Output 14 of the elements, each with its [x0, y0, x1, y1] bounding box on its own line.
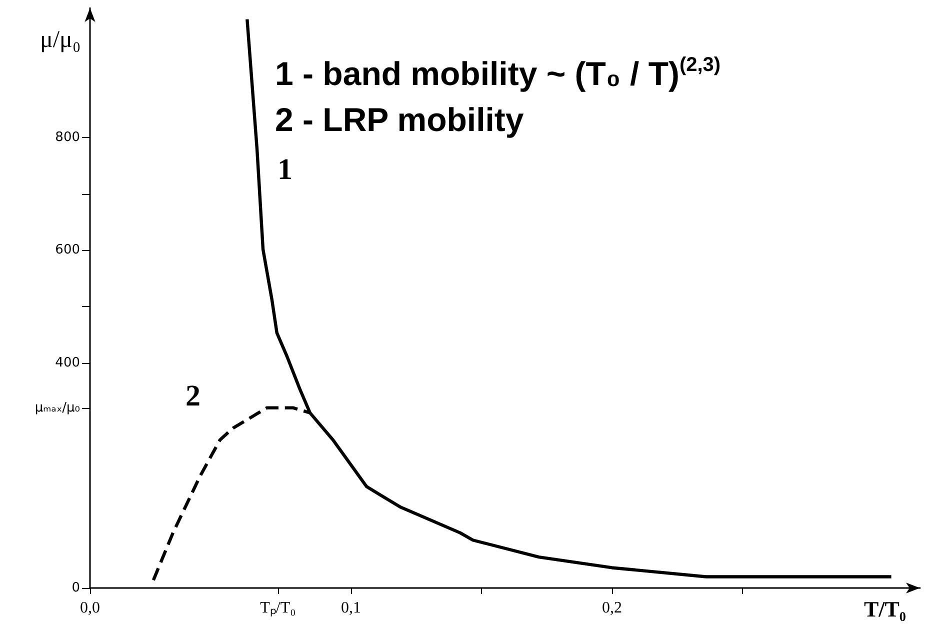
series-label: 2 [186, 380, 201, 413]
series-label: 1 [278, 153, 293, 186]
x-tick-label: 0,1 [341, 600, 362, 616]
x-tick-label: 0,0 [80, 600, 100, 616]
x-tick-label: 0,2 [602, 600, 622, 616]
y-tick-label: 800 [55, 130, 80, 146]
y-axis-title: μ/μ₀ [40, 27, 81, 53]
y-tick-label: μₘₐₓ/μ₀ [34, 400, 80, 416]
y-tick-label: 400 [55, 355, 80, 370]
x-tick-label: Tₚ/T₀ [260, 600, 296, 616]
annotation: 2 - LRP mobility [275, 101, 524, 138]
x-axis-title: T/T₀ [864, 596, 906, 622]
y-tick-label: 600 [55, 242, 80, 258]
y-tick-label: 0 [72, 580, 80, 596]
